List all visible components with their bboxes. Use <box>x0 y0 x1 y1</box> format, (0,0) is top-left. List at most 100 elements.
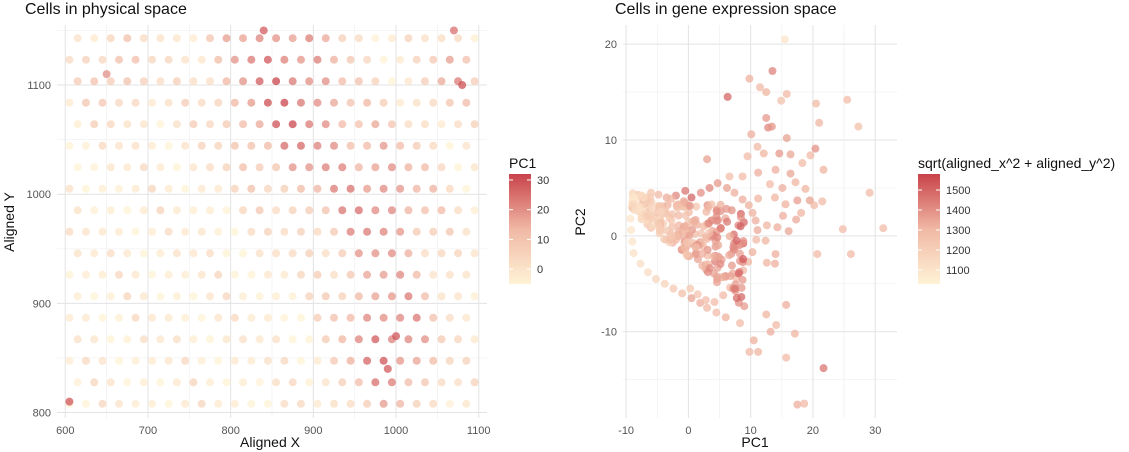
data-point <box>90 206 99 215</box>
data-point <box>346 356 355 365</box>
data-point <box>338 77 347 86</box>
data-point <box>205 292 214 301</box>
data-point <box>73 34 82 43</box>
data-point <box>90 120 99 129</box>
data-point <box>272 249 281 258</box>
data-point <box>338 120 347 129</box>
data-point <box>214 313 223 322</box>
x-tick-label: 700 <box>139 425 157 437</box>
data-point <box>629 200 638 209</box>
data-point <box>753 226 762 235</box>
data-point <box>454 249 463 258</box>
data-point <box>205 163 214 172</box>
data-point <box>338 163 347 172</box>
data-point <box>230 55 239 64</box>
data-point <box>462 313 471 322</box>
data-point <box>98 270 107 279</box>
data-point <box>156 163 165 172</box>
data-point <box>429 270 438 279</box>
data-point <box>379 55 388 64</box>
data-point <box>181 356 190 365</box>
data-point <box>255 120 264 129</box>
data-point <box>172 378 181 387</box>
data-point <box>272 77 281 86</box>
data-point <box>230 227 239 236</box>
data-point <box>854 122 863 131</box>
data-point <box>437 34 446 43</box>
data-point <box>148 356 157 365</box>
data-point <box>732 236 741 245</box>
legend-tick-label: 20 <box>537 205 549 217</box>
data-point <box>748 208 757 217</box>
data-point <box>305 206 314 215</box>
data-point <box>779 211 788 220</box>
data-point <box>197 356 206 365</box>
data-point <box>387 378 396 387</box>
data-point <box>429 227 438 236</box>
data-point <box>123 34 132 43</box>
data-point <box>205 335 214 344</box>
data-point <box>363 399 372 408</box>
data-point <box>696 188 705 197</box>
data-point <box>667 232 676 241</box>
data-point <box>716 260 725 269</box>
data-point <box>288 34 297 43</box>
data-point <box>744 201 753 210</box>
x-tick-label: -10 <box>618 425 634 437</box>
data-point <box>197 184 206 193</box>
data-point <box>65 98 74 107</box>
data-point <box>772 321 781 330</box>
data-point <box>296 356 305 365</box>
data-point <box>123 206 132 215</box>
data-point <box>363 356 372 365</box>
data-point <box>703 268 712 277</box>
data-point <box>106 335 115 344</box>
data-point <box>678 289 687 298</box>
data-point <box>164 227 173 236</box>
data-point <box>396 313 405 322</box>
data-point <box>759 149 768 158</box>
y-ticks: 800 900 1000 1100 <box>27 80 51 419</box>
data-point <box>437 378 446 387</box>
data-point <box>404 120 413 129</box>
data-point <box>272 335 281 344</box>
data-point <box>156 378 165 387</box>
data-point <box>98 399 107 408</box>
data-point <box>392 332 401 341</box>
data-point <box>712 278 721 287</box>
data-point <box>313 356 322 365</box>
data-point <box>156 34 165 43</box>
data-point <box>148 399 157 408</box>
data-point <box>412 98 421 107</box>
data-point <box>879 224 888 233</box>
data-point <box>689 217 698 226</box>
data-point <box>280 98 289 107</box>
data-point <box>280 55 289 64</box>
data-point <box>749 336 758 345</box>
data-point <box>90 378 99 387</box>
data-point <box>371 292 380 301</box>
data-point <box>797 208 806 217</box>
data-point <box>189 34 198 43</box>
data-point <box>73 120 82 129</box>
gene-expression-panel: Cells in gene expression space -10 0 10 20 3… <box>572 1 1115 450</box>
data-point <box>73 292 82 301</box>
data-point <box>115 141 124 150</box>
data-point <box>738 275 747 284</box>
data-point <box>673 203 682 212</box>
data-point <box>379 399 388 408</box>
x-tick-label: 20 <box>807 425 819 437</box>
data-point <box>272 120 281 129</box>
data-point <box>674 211 683 220</box>
legend-ticks: 1100 1200 1300 1400 1500 <box>918 185 970 277</box>
data-point <box>396 141 405 150</box>
data-point <box>247 98 256 107</box>
data-point <box>330 313 339 322</box>
data-point <box>371 206 380 215</box>
data-point <box>197 227 206 236</box>
data-point <box>354 77 363 86</box>
data-point <box>148 313 157 322</box>
data-point <box>230 184 239 193</box>
data-point <box>239 249 248 258</box>
data-point <box>115 98 124 107</box>
